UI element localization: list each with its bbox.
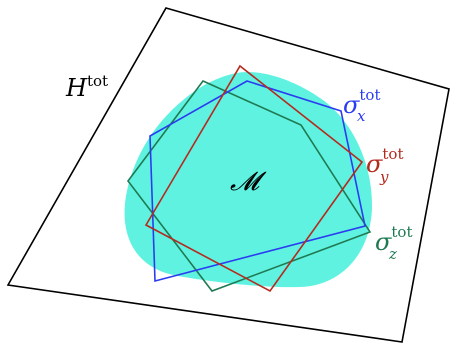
sigma-x-polygon [149, 80, 366, 283]
sigma-x-label: σtot [343, 86, 380, 119]
sigma-z-subscript: z [388, 245, 397, 263]
hamiltonian-label: Htot [65, 72, 108, 102]
sigma-z-label: σtot [375, 223, 412, 256]
sigma-x-subscript: x [357, 107, 366, 125]
sigma-y-subscript: y [379, 168, 389, 186]
sigma-y-polygon [144, 64, 364, 293]
sigma-y-label: σtot [366, 145, 403, 178]
hamiltonian-quadrilateral [6, 7, 450, 343]
